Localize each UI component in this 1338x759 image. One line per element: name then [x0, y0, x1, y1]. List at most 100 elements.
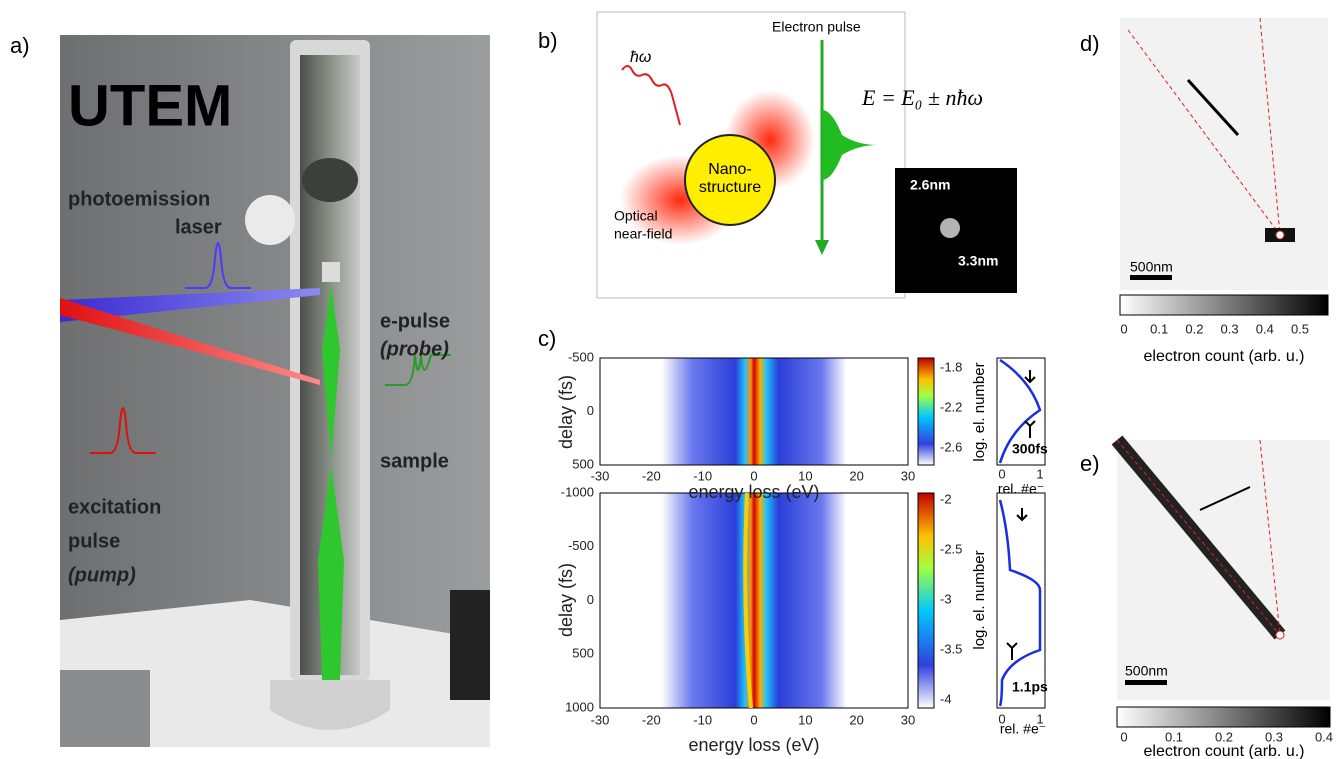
y-tick-label: 0	[587, 592, 594, 607]
colorbar-tick-label: -2	[940, 491, 952, 506]
x-axis-label: energy loss (eV)	[688, 735, 819, 755]
tip-marker	[1275, 630, 1285, 640]
sample-text: sample	[380, 450, 449, 472]
panel-label: e)	[1080, 451, 1100, 476]
colorbar-tick-label: 0	[1120, 321, 1127, 336]
colorbar-tick-label: -2.5	[940, 541, 962, 556]
colorbar-tick-label: 0	[1120, 729, 1127, 744]
colorbar-tick-label: -4	[940, 691, 952, 706]
panel-c: c) delay (fs) energy loss (eV) log. el. …	[538, 326, 1048, 755]
colorbar-label: electron count (arb. u.)	[1144, 348, 1305, 365]
y-tick-label: 0	[587, 403, 594, 418]
pump-text: (pump)	[68, 564, 136, 586]
blue-pulse	[185, 242, 251, 289]
colorbar-tick-label: 0.5	[1291, 321, 1309, 336]
column-base	[270, 680, 390, 730]
y-tick-label: 1000	[565, 699, 594, 714]
profile-curve	[998, 358, 1042, 464]
photon-wave	[621, 65, 681, 126]
x-tick-label: 10	[798, 468, 812, 483]
width-label: 300fs	[1012, 441, 1048, 457]
panel-b: b) ħω Electron pulse E = E₀ ± nħω Nano- …	[538, 11, 1017, 299]
monitor	[450, 590, 490, 700]
colorbar-d	[1119, 294, 1329, 316]
colorbar-bottom	[917, 492, 935, 709]
x-tick-label: -30	[591, 712, 610, 727]
arrow	[1186, 78, 1240, 137]
y-tick-label: -500	[568, 349, 594, 364]
colorbar-tick-label: -1.8	[940, 359, 962, 374]
profile-tick-label: 0	[998, 711, 1005, 726]
laser-text: laser	[175, 216, 222, 238]
colorbar-tick-label: 0.2	[1215, 729, 1233, 744]
y-axis-label: delay (fs)	[556, 563, 576, 637]
x-tick-label: -10	[693, 712, 712, 727]
cathode	[322, 262, 340, 282]
profile-tick-label: 0	[998, 466, 1005, 481]
electron-spectrum	[822, 110, 878, 180]
profile-tick-label: 1	[1036, 466, 1043, 481]
scale-bar	[1125, 680, 1167, 685]
colorbar-tick-label: 0.1	[1150, 321, 1168, 336]
y-axis-label: delay (fs)	[556, 375, 576, 449]
width-arrow	[1024, 370, 1036, 384]
pulse-text: pulse	[68, 530, 120, 552]
x-tick-label: 0	[750, 468, 757, 483]
colorbar-tick-label: -2.2	[940, 399, 962, 414]
x-tick-label: 20	[849, 712, 863, 727]
panel-label: c)	[538, 326, 556, 351]
size-label: 2.6nm	[910, 177, 950, 193]
photon-label: ħω	[630, 49, 651, 66]
spectrogram-top	[599, 357, 909, 466]
scale-label: 500nm	[1125, 663, 1168, 679]
nano-text: Nano-	[708, 161, 752, 178]
panel-label: a)	[10, 33, 30, 58]
colorbar-label: electron count (arb. u.)	[1144, 743, 1305, 759]
tip-marker	[1275, 230, 1285, 240]
edge-lines	[1127, 17, 1281, 236]
electron-pulse-label: Electron pulse	[772, 19, 861, 35]
size-label: 3.3nm	[958, 253, 998, 269]
probe-text: (probe)	[380, 338, 449, 360]
panel-d: d) 500nm electron count (arb. u.)	[1080, 17, 1329, 365]
x-tick-label: 20	[849, 468, 863, 483]
image-d	[1120, 18, 1328, 290]
excitation-beam	[60, 298, 320, 385]
beam-upper	[322, 285, 340, 460]
colorbar-top	[917, 357, 935, 466]
edge-lines	[1116, 439, 1281, 636]
x-tick-label: 30	[901, 712, 915, 727]
colorbar-label: log. el. number	[971, 550, 988, 649]
profile-x-label: rel. #e⁻	[1000, 721, 1046, 737]
colorbar-tick-label: 0.3	[1265, 729, 1283, 744]
x-tick-label: -30	[591, 468, 610, 483]
y-tick-label: -500	[568, 538, 594, 553]
width-arrow	[1024, 420, 1036, 438]
x-tick-label: 30	[901, 468, 915, 483]
excitation-text: excitation	[68, 496, 161, 518]
table-edge	[60, 670, 150, 747]
port	[302, 158, 358, 202]
electron-arrow	[815, 240, 829, 255]
width-label: 1.1ps	[1012, 679, 1048, 695]
panel-label: d)	[1080, 31, 1100, 56]
lens	[245, 195, 295, 245]
arrow	[1199, 486, 1251, 511]
profile-tick-label: 1	[1036, 711, 1043, 726]
colorbar-e	[1116, 706, 1331, 728]
delay-streak	[743, 492, 753, 709]
colorbar-tick-label: 0.4	[1315, 729, 1333, 744]
colorbar-tick-label: -2.6	[940, 439, 962, 454]
x-tick-label: 10	[798, 712, 812, 727]
green-pulse	[385, 354, 451, 386]
photoemission-text: photoemission	[68, 188, 210, 210]
beam-lower	[318, 465, 344, 680]
panel-a: a) UTEM photoemission laser e-pulse (pro…	[10, 33, 490, 747]
inset-spot	[940, 218, 960, 238]
epulse-text: e-pulse	[380, 310, 450, 332]
nanostructure	[684, 134, 776, 226]
colorbar-tick-label: 0.2	[1185, 321, 1203, 336]
colorbar-tick-label: -3	[940, 591, 952, 606]
width-arrow	[1016, 508, 1028, 522]
